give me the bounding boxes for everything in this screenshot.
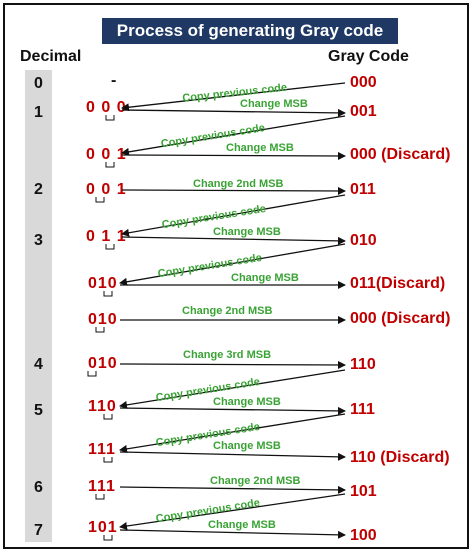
bit-marker	[95, 494, 105, 500]
source-code-1: 0 0 0	[86, 99, 127, 116]
change-arrow-1	[121, 108, 346, 117]
gray-code-8: 111	[350, 401, 375, 418]
decimal-2: 2	[34, 181, 43, 198]
diagram-frame	[3, 3, 469, 549]
copy-arrow-6	[119, 413, 346, 453]
bit-marker	[95, 327, 105, 333]
bit-marker	[95, 197, 105, 203]
label-change-1: Change MSB	[240, 98, 308, 110]
source-code-8: 110	[88, 398, 117, 415]
bit-marker	[103, 414, 113, 420]
source-code-7: 010	[88, 355, 118, 372]
copy-arrow-7	[119, 493, 346, 530]
change-arrow-11	[119, 529, 346, 539]
label-change-2: Change MSB	[226, 142, 294, 154]
copy-arrow-2	[121, 115, 346, 156]
gray-code-header: Gray Code	[328, 48, 409, 65]
label-change-7: Change 3rd MSB	[183, 349, 271, 361]
bit-marker	[105, 244, 115, 250]
decimal-4: 4	[34, 356, 43, 373]
label-change-10: Change 2nd MSB	[210, 475, 301, 487]
source-code-9: 111	[88, 441, 116, 458]
source-code-4: 0 1 1	[86, 228, 127, 245]
source-code-11: 101	[88, 519, 118, 536]
gray-code-10: 101	[350, 483, 377, 500]
copy-arrow-3	[121, 194, 346, 237]
bit-marker	[105, 115, 115, 121]
gray-code-5: 011(Discard)	[350, 275, 446, 292]
decimal-column-band	[25, 70, 52, 542]
source-code-10: 111	[88, 478, 116, 495]
change-arrow-4	[121, 236, 346, 245]
gray-code-9: 110 (Discard)	[350, 449, 450, 466]
changed-bit-markers	[87, 115, 115, 541]
bit-marker	[105, 162, 115, 168]
copy-arrow-4	[119, 243, 346, 286]
copy-arrow-5	[119, 369, 346, 409]
gray-code-4: 010	[350, 232, 377, 249]
copy-arrow-1	[121, 82, 346, 112]
arrow-lines	[119, 82, 346, 539]
change-arrow-9	[119, 451, 346, 461]
label-change-6: Change 2nd MSB	[182, 305, 273, 317]
label-change-9: Change MSB	[213, 440, 281, 452]
source-dash: -	[111, 72, 117, 89]
change-arrow-3	[121, 186, 346, 195]
bit-marker	[103, 291, 113, 297]
change-arrow-2	[121, 151, 346, 160]
source-code-3: 0 0 1	[86, 181, 127, 198]
bit-marker	[87, 371, 97, 377]
label-change-3: Change 2nd MSB	[193, 178, 284, 190]
change-arrow-10	[119, 485, 346, 494]
label-change-8: Change MSB	[213, 396, 281, 408]
label-change-5: Change MSB	[231, 272, 299, 284]
label-change-11: Change MSB	[208, 519, 276, 531]
gray-code-11: 100	[350, 527, 377, 544]
gray-code-1: 001	[350, 103, 377, 120]
decimal-5: 5	[34, 402, 43, 419]
label-change-4: Change MSB	[213, 226, 281, 238]
decimal-header: Decimal	[20, 48, 82, 65]
gray-code-7: 110	[350, 356, 376, 373]
gray-code-3: 011	[350, 181, 376, 198]
source-code-2: 0 0 1	[86, 146, 127, 163]
change-arrow-7	[119, 360, 346, 369]
source-code-5: 010	[88, 275, 118, 292]
gray-code-0: 000	[350, 74, 377, 91]
gray-code-6: 000 (Discard)	[350, 310, 451, 327]
gray-code-2: 000 (Discard)	[350, 146, 451, 163]
decimal-0: 0	[34, 75, 43, 92]
decimal-7: 7	[34, 522, 43, 539]
decimal-6: 6	[34, 479, 43, 496]
bit-marker	[103, 457, 113, 463]
diagram-title: Process of generating Gray code	[102, 18, 398, 44]
decimal-3: 3	[34, 232, 43, 249]
bit-marker	[103, 535, 113, 541]
change-arrow-8	[119, 406, 346, 415]
decimal-1: 1	[34, 104, 43, 121]
source-code-6: 010	[88, 311, 118, 328]
